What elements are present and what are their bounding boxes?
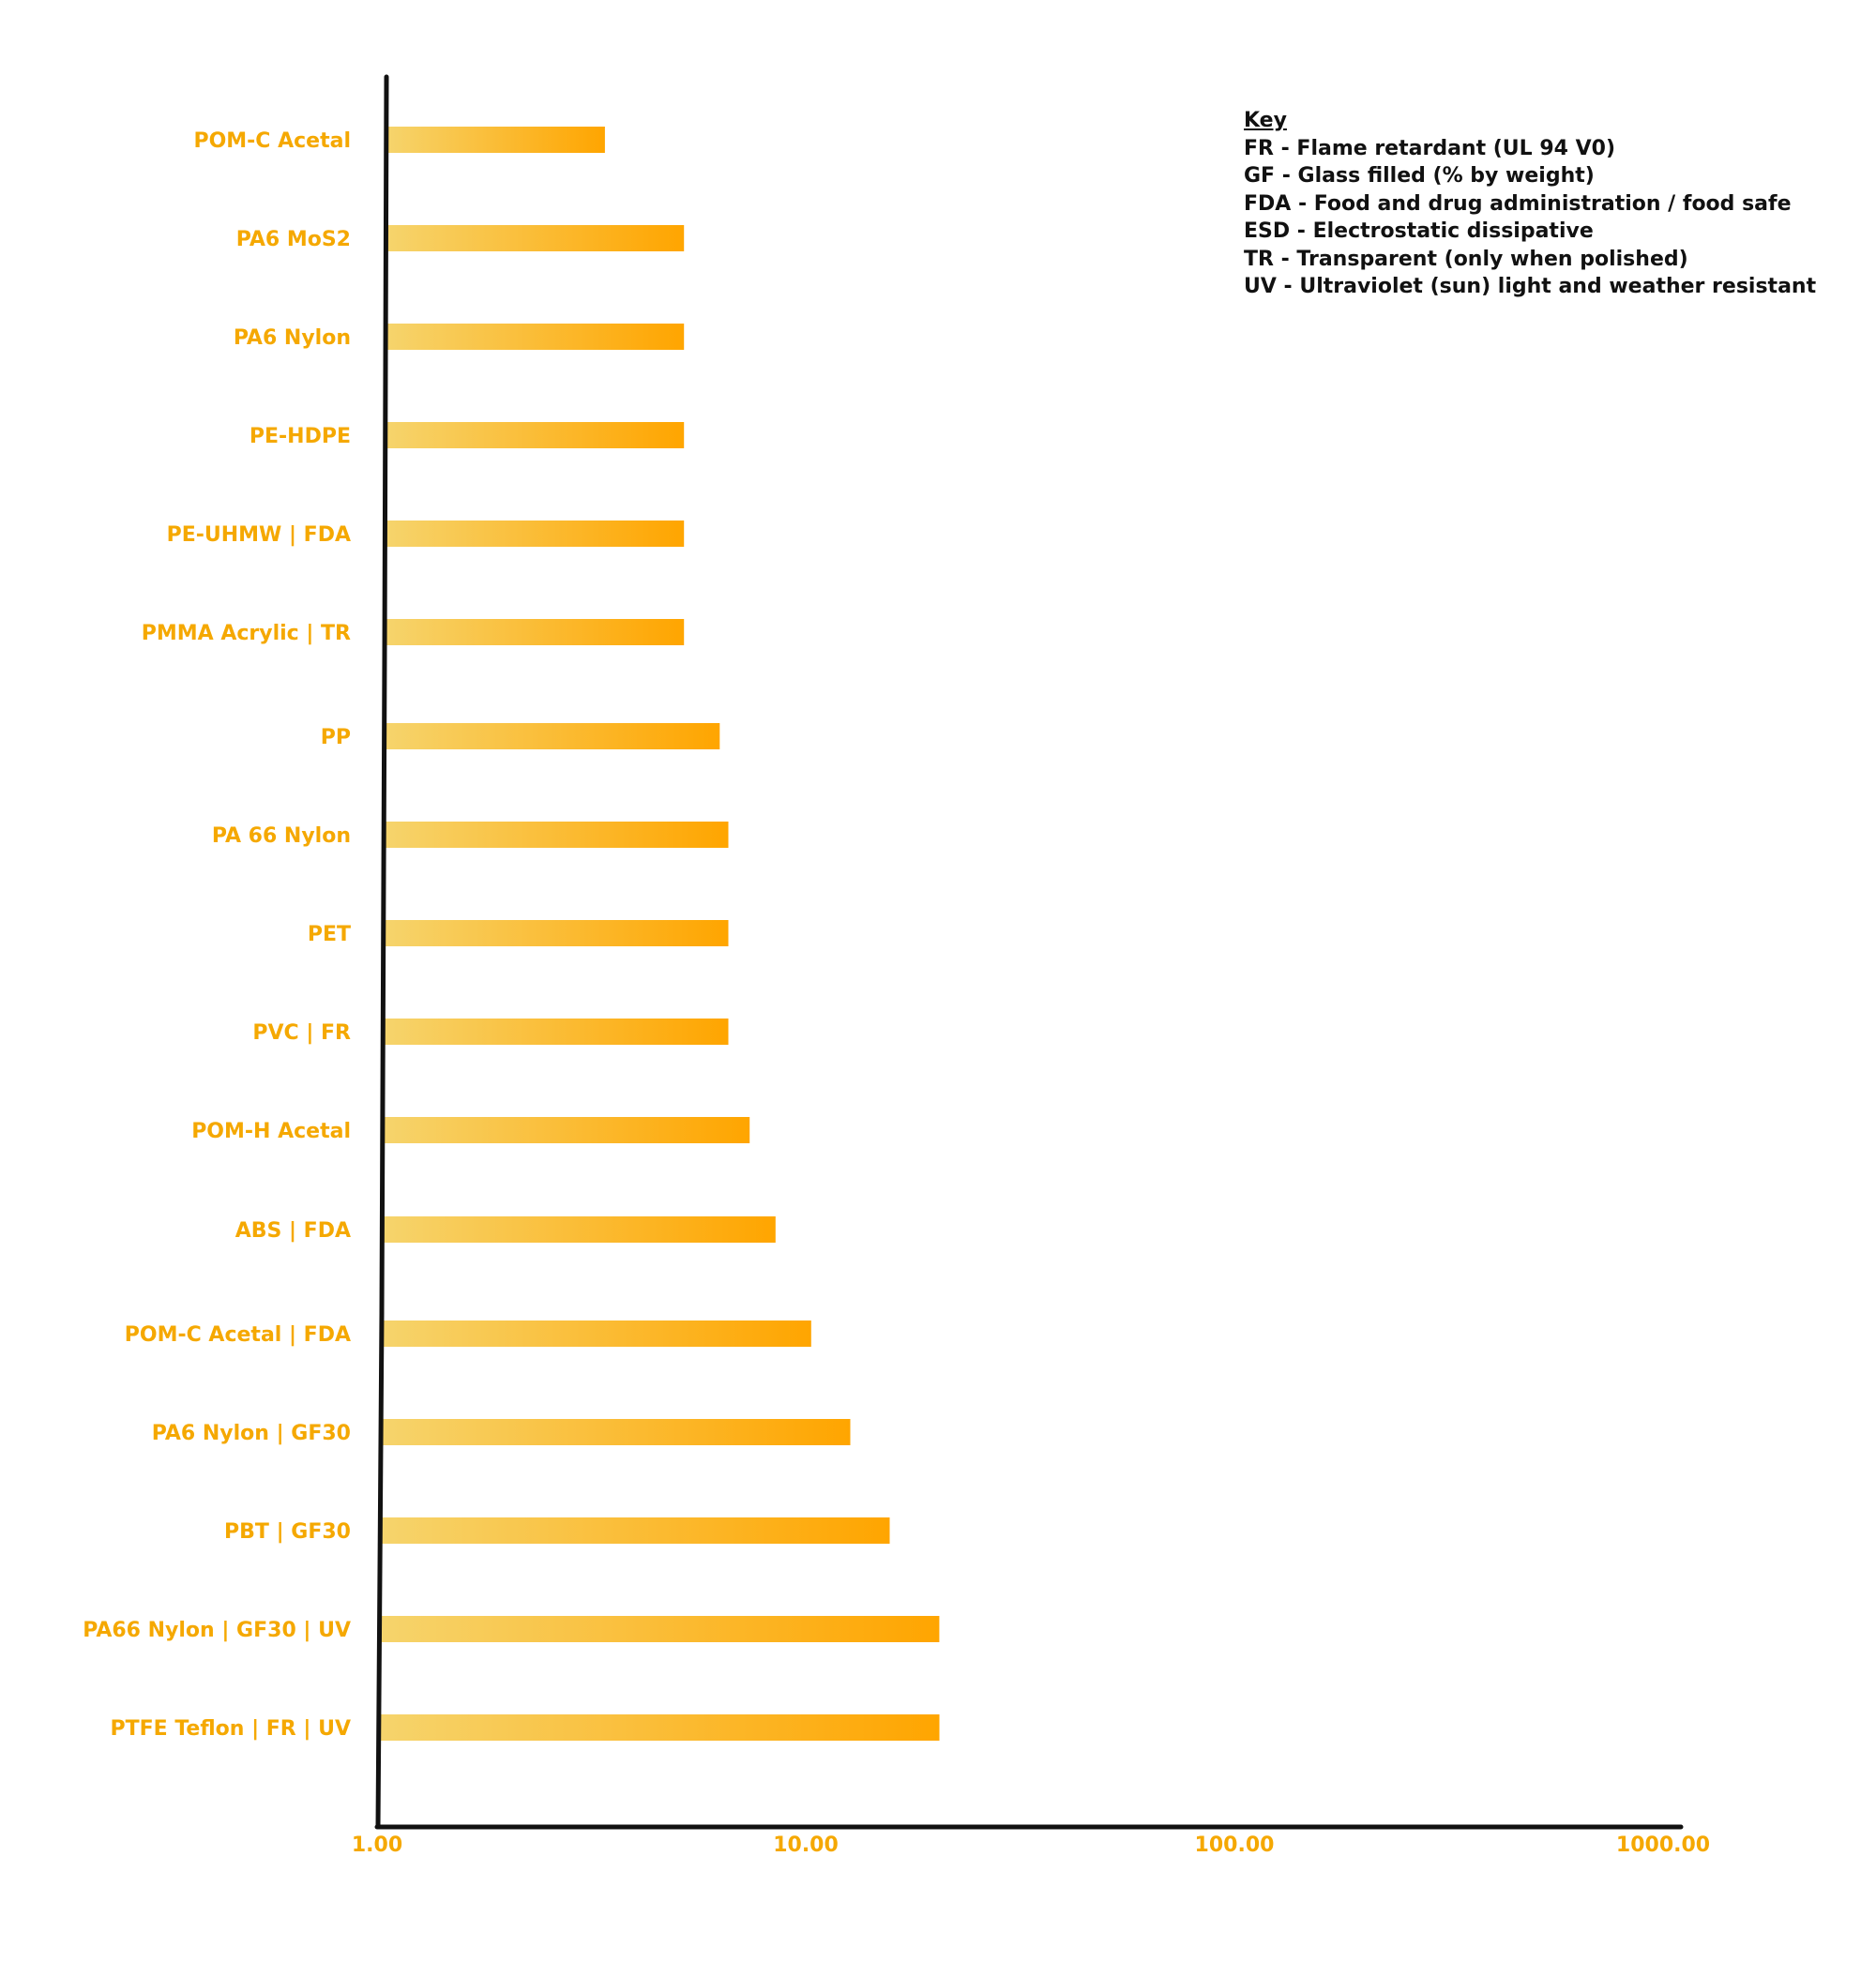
category-label-2: PA6 Nylon — [234, 326, 351, 350]
category-label-12: POM-C Acetal | FDA — [125, 1323, 351, 1347]
category-label-10: POM-H Acetal — [191, 1120, 351, 1143]
category-label-5: PMMA Acrylic | TR — [142, 622, 351, 645]
bar-0 — [387, 127, 605, 153]
key-item-gf: GF - Glass filled (% by weight) — [1244, 164, 1595, 188]
category-label-0: POM-C Acetal — [193, 129, 351, 153]
bar-2 — [387, 324, 685, 350]
bar-9 — [385, 1019, 729, 1045]
category-label-14: PBT | GF30 — [224, 1520, 351, 1544]
key-item-tr: TR - Transparent (only when polished) — [1244, 247, 1688, 271]
y-axis-line — [375, 74, 389, 1830]
category-label-1: PA6 MoS2 — [236, 228, 351, 251]
bar-12 — [383, 1321, 811, 1347]
bar-4 — [386, 521, 685, 547]
bar-11 — [384, 1216, 776, 1243]
x-tick-label-2: 100.00 — [1195, 1834, 1275, 1857]
x-tick-label-1: 10.00 — [773, 1834, 839, 1857]
category-label-8: PET — [308, 923, 351, 946]
bar-8 — [385, 920, 729, 946]
x-tick-labels: 1.00 10.00 100.00 1000.00 — [352, 1834, 1710, 1857]
category-label-7: PA 66 Nylon — [212, 824, 351, 848]
bar-6 — [386, 723, 720, 749]
bar-7 — [386, 822, 729, 848]
key-item-uv: UV - Ultraviolet (sun) light and weather… — [1244, 275, 1817, 298]
bar-16 — [380, 1714, 940, 1741]
category-label-3: PE-HDPE — [250, 425, 351, 448]
category-label-16: PTFE Teflon | FR | UV — [110, 1717, 351, 1741]
x-tick-label-3: 1000.00 — [1616, 1834, 1710, 1857]
bars-group — [380, 127, 940, 1741]
key-item-fr: FR - Flame retardant (UL 94 V0) — [1244, 136, 1616, 160]
bar-15 — [381, 1616, 940, 1642]
category-label-6: PP — [321, 726, 351, 749]
key-title: Key — [1244, 109, 1287, 132]
bar-5 — [386, 619, 685, 645]
category-label-13: PA6 Nylon | GF30 — [152, 1422, 351, 1445]
category-label-4: PE-UHMW | FDA — [167, 523, 351, 547]
bar-3 — [386, 422, 685, 448]
category-label-9: PVC | FR — [252, 1021, 351, 1045]
category-label-15: PA66 Nylon | GF30 | UV — [83, 1619, 351, 1642]
bar-10 — [384, 1117, 750, 1143]
bar-14 — [382, 1517, 890, 1544]
key-item-esd: ESD - Electrostatic dissipative — [1244, 219, 1594, 243]
axes-group — [374, 74, 1684, 1830]
bar-1 — [387, 225, 685, 251]
key-item-fda: FDA - Food and drug administration / foo… — [1244, 191, 1792, 216]
category-label-11: ABS | FDA — [235, 1219, 351, 1243]
x-tick-label-0: 1.00 — [352, 1834, 402, 1857]
bar-13 — [383, 1419, 851, 1445]
category-labels: POM-C Acetal PA6 MoS2 PA6 Nylon PE-HDPE PE-U… — [83, 129, 351, 1741]
key-legend: Key FR - Flame retardant (UL 94 V0) GF -… — [1244, 107, 1816, 301]
